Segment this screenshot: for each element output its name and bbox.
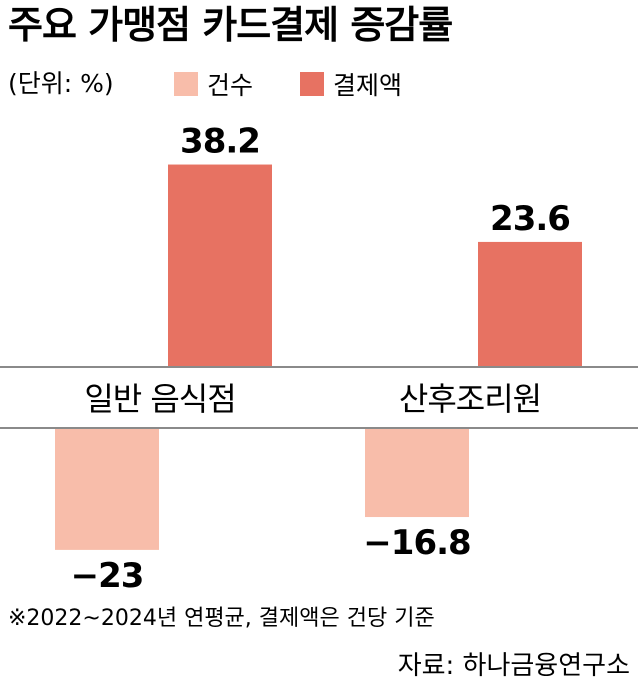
unit-note: (단위: %) [8, 69, 114, 98]
category-label-restaurant: 일반 음식점 [84, 380, 235, 418]
bars [55, 164, 582, 550]
footnote: ※2022~2024년 연평균, 결제액은 건당 기준 [8, 606, 435, 631]
legend-swatch-amount [300, 72, 324, 96]
bar-count-restaurant [55, 428, 159, 550]
legend-label-count: 건수 [207, 71, 253, 100]
source: 자료: 하나금융연구소 [398, 651, 630, 681]
category-label-postpartum: 산후조리원 [399, 380, 541, 418]
bar-count-postpartum [365, 428, 469, 518]
legend: 건수 결제액 [174, 71, 402, 100]
value-label-count-postpartum: −16.8 [363, 523, 470, 563]
legend-swatch-count [174, 72, 198, 96]
chart-title: 주요 가맹점 카드결제 증감률 [8, 3, 452, 47]
value-label-amount-restaurant: 38.2 [180, 122, 260, 162]
bar-amount-restaurant [168, 164, 272, 367]
value-label-amount-postpartum: 23.6 [490, 199, 570, 239]
value-labels: −23 −16.8 38.2 23.6 [71, 122, 571, 596]
value-label-count-restaurant: −23 [71, 556, 144, 596]
bar-amount-postpartum [478, 241, 582, 367]
legend-label-amount: 결제액 [333, 71, 402, 100]
